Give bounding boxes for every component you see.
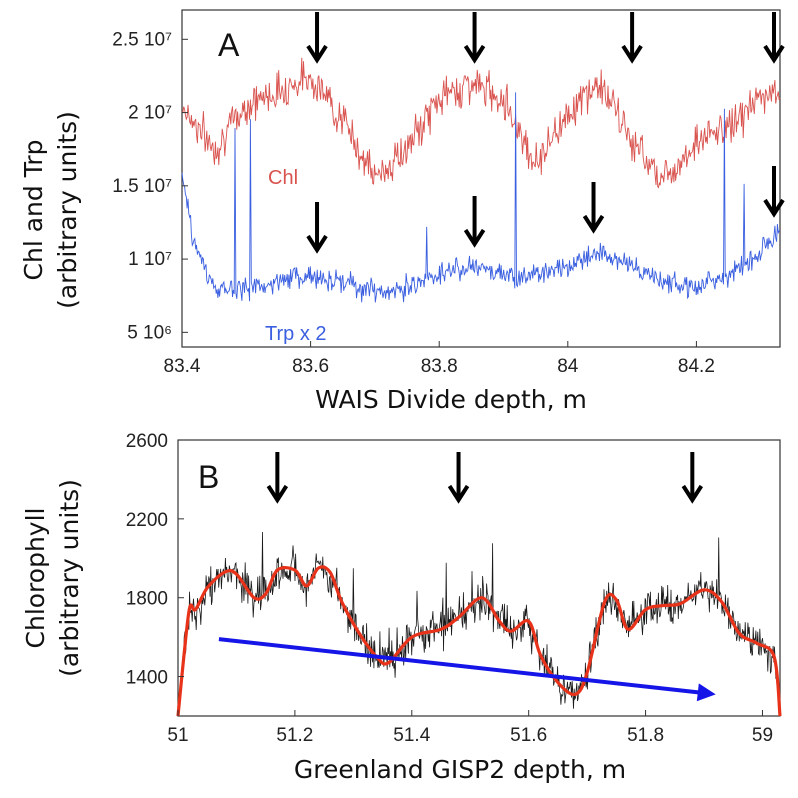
down-arrow [266, 452, 289, 504]
down-arrow [306, 202, 328, 254]
down-arrow [463, 196, 486, 248]
down-arrow [763, 166, 785, 218]
down-arrow [463, 12, 486, 64]
down-arrow [621, 12, 643, 64]
panel-a-x-axis-title: WAIS Divide depth, m [315, 385, 587, 414]
smoothed-chlorophyll-line [176, 565, 782, 717]
y-tick-label: 1 10⁷ [128, 249, 172, 270]
panel-a-frame [181, 9, 781, 348]
raw-chlorophyll-line [180, 531, 778, 709]
x-tick-label: 83.4 [164, 356, 201, 377]
y-tick-label: 2.5 10⁷ [112, 29, 172, 50]
panel-a: 83.4 83.6 83.8 84 84.2 5 10⁶ 1 10⁷ 1.5 10⁷ 2 10… [19, 9, 785, 414]
down-arrow [447, 452, 470, 504]
panel-a-arrows [306, 12, 785, 254]
y-tick-label: 1.5 10⁷ [112, 176, 172, 197]
x-tick-label: 51.4 [393, 725, 430, 746]
y-tick-label: 1800 [126, 589, 168, 610]
chl-series-label: Chl [268, 167, 298, 189]
panel-a-x-ticks: 83.4 83.6 83.8 84 84.2 [164, 341, 715, 377]
down-arrow [763, 12, 785, 64]
panel-b-series [176, 531, 782, 717]
panel-b-frame [177, 439, 781, 717]
chl-series-line [181, 57, 781, 189]
x-tick-label: 83.6 [292, 356, 329, 377]
y-tick-label: 5 10⁶ [127, 322, 172, 343]
down-arrow [582, 182, 605, 234]
panel-b-y-axis-title-2: (arbitrary units) [55, 479, 84, 677]
down-arrow [306, 12, 328, 64]
x-tick-label: 51.6 [510, 725, 547, 746]
y-tick-label: 2200 [126, 510, 168, 531]
x-tick-label: 51.8 [627, 725, 664, 746]
panel-b-y-axis-title: Chlorophyll [21, 508, 50, 649]
y-tick-label: 1400 [126, 668, 168, 689]
x-tick-label: 84.2 [678, 356, 715, 377]
trend-arrow [218, 637, 716, 702]
panel-b-y-ticks: 1400 1800 2200 2600 [126, 431, 184, 689]
down-arrow [681, 452, 704, 504]
y-tick-label: 2 10⁷ [128, 103, 172, 124]
panel-b-x-axis-title: Greenland GISP2 depth, m [294, 755, 626, 784]
panel-a-series [181, 57, 781, 303]
panel-a-y-axis-title-2: (arbitrary units) [53, 111, 82, 309]
trp-series-line [181, 92, 781, 303]
panel-b-x-ticks: 51 51.2 51.4 51.6 51.8 59 [167, 710, 773, 746]
panel-b-arrows [266, 452, 704, 504]
y-tick-label: 2600 [126, 431, 168, 452]
panel-a-y-ticks: 5 10⁶ 1 10⁷ 1.5 10⁷ 2 10⁷ 2.5 10⁷ [112, 29, 188, 343]
x-tick-label: 51 [167, 725, 188, 746]
trp-series-label: Trp x 2 [265, 323, 327, 345]
x-tick-label: 51.2 [276, 725, 313, 746]
x-tick-label: 83.8 [421, 356, 458, 377]
panel-a-label: A [218, 27, 240, 63]
panel-b-label: B [198, 459, 219, 495]
x-tick-label: 84 [557, 356, 579, 377]
panel-a-y-axis-title: Chl and Trp [19, 140, 48, 281]
x-tick-label: 59 [752, 725, 773, 746]
